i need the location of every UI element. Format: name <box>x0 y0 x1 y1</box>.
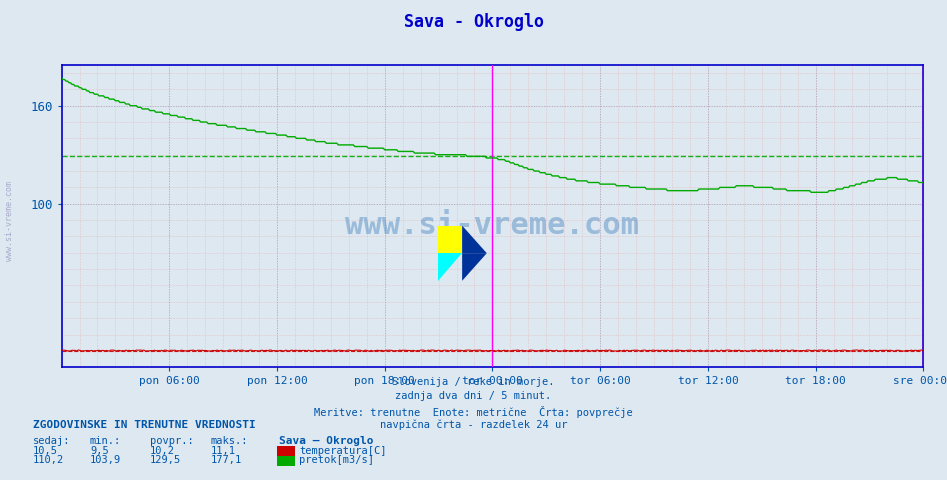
Bar <box>438 226 462 253</box>
Polygon shape <box>438 253 462 281</box>
Text: 9,5: 9,5 <box>90 445 109 456</box>
Text: Sava – Okroglo: Sava – Okroglo <box>279 436 374 446</box>
Text: Slovenija / reke in morje.: Slovenija / reke in morje. <box>392 377 555 387</box>
Text: 177,1: 177,1 <box>210 455 241 465</box>
Text: povpr.:: povpr.: <box>150 436 193 446</box>
Text: temperatura[C]: temperatura[C] <box>299 445 386 456</box>
Text: 103,9: 103,9 <box>90 455 121 465</box>
Text: 11,1: 11,1 <box>210 445 235 456</box>
Text: www.si-vreme.com: www.si-vreme.com <box>5 181 14 261</box>
Text: ZGODOVINSKE IN TRENUTNE VREDNOSTI: ZGODOVINSKE IN TRENUTNE VREDNOSTI <box>33 420 256 430</box>
Text: 110,2: 110,2 <box>33 455 64 465</box>
Text: 10,2: 10,2 <box>150 445 174 456</box>
Text: www.si-vreme.com: www.si-vreme.com <box>346 211 639 240</box>
Text: Sava - Okroglo: Sava - Okroglo <box>403 13 544 32</box>
Text: zadnja dva dni / 5 minut.: zadnja dva dni / 5 minut. <box>396 391 551 401</box>
Text: Meritve: trenutne  Enote: metrične  Črta: povprečje: Meritve: trenutne Enote: metrične Črta: … <box>314 406 633 418</box>
Bar <box>277 446 295 456</box>
Text: 10,5: 10,5 <box>33 445 58 456</box>
Text: pretok[m3/s]: pretok[m3/s] <box>299 455 374 465</box>
Bar <box>277 456 295 466</box>
Text: maks.:: maks.: <box>210 436 248 446</box>
Text: min.:: min.: <box>90 436 121 446</box>
Text: sedaj:: sedaj: <box>33 436 71 446</box>
Text: 129,5: 129,5 <box>150 455 181 465</box>
Text: navpična črta - razdelek 24 ur: navpična črta - razdelek 24 ur <box>380 420 567 431</box>
Polygon shape <box>462 253 487 281</box>
Polygon shape <box>462 226 487 253</box>
